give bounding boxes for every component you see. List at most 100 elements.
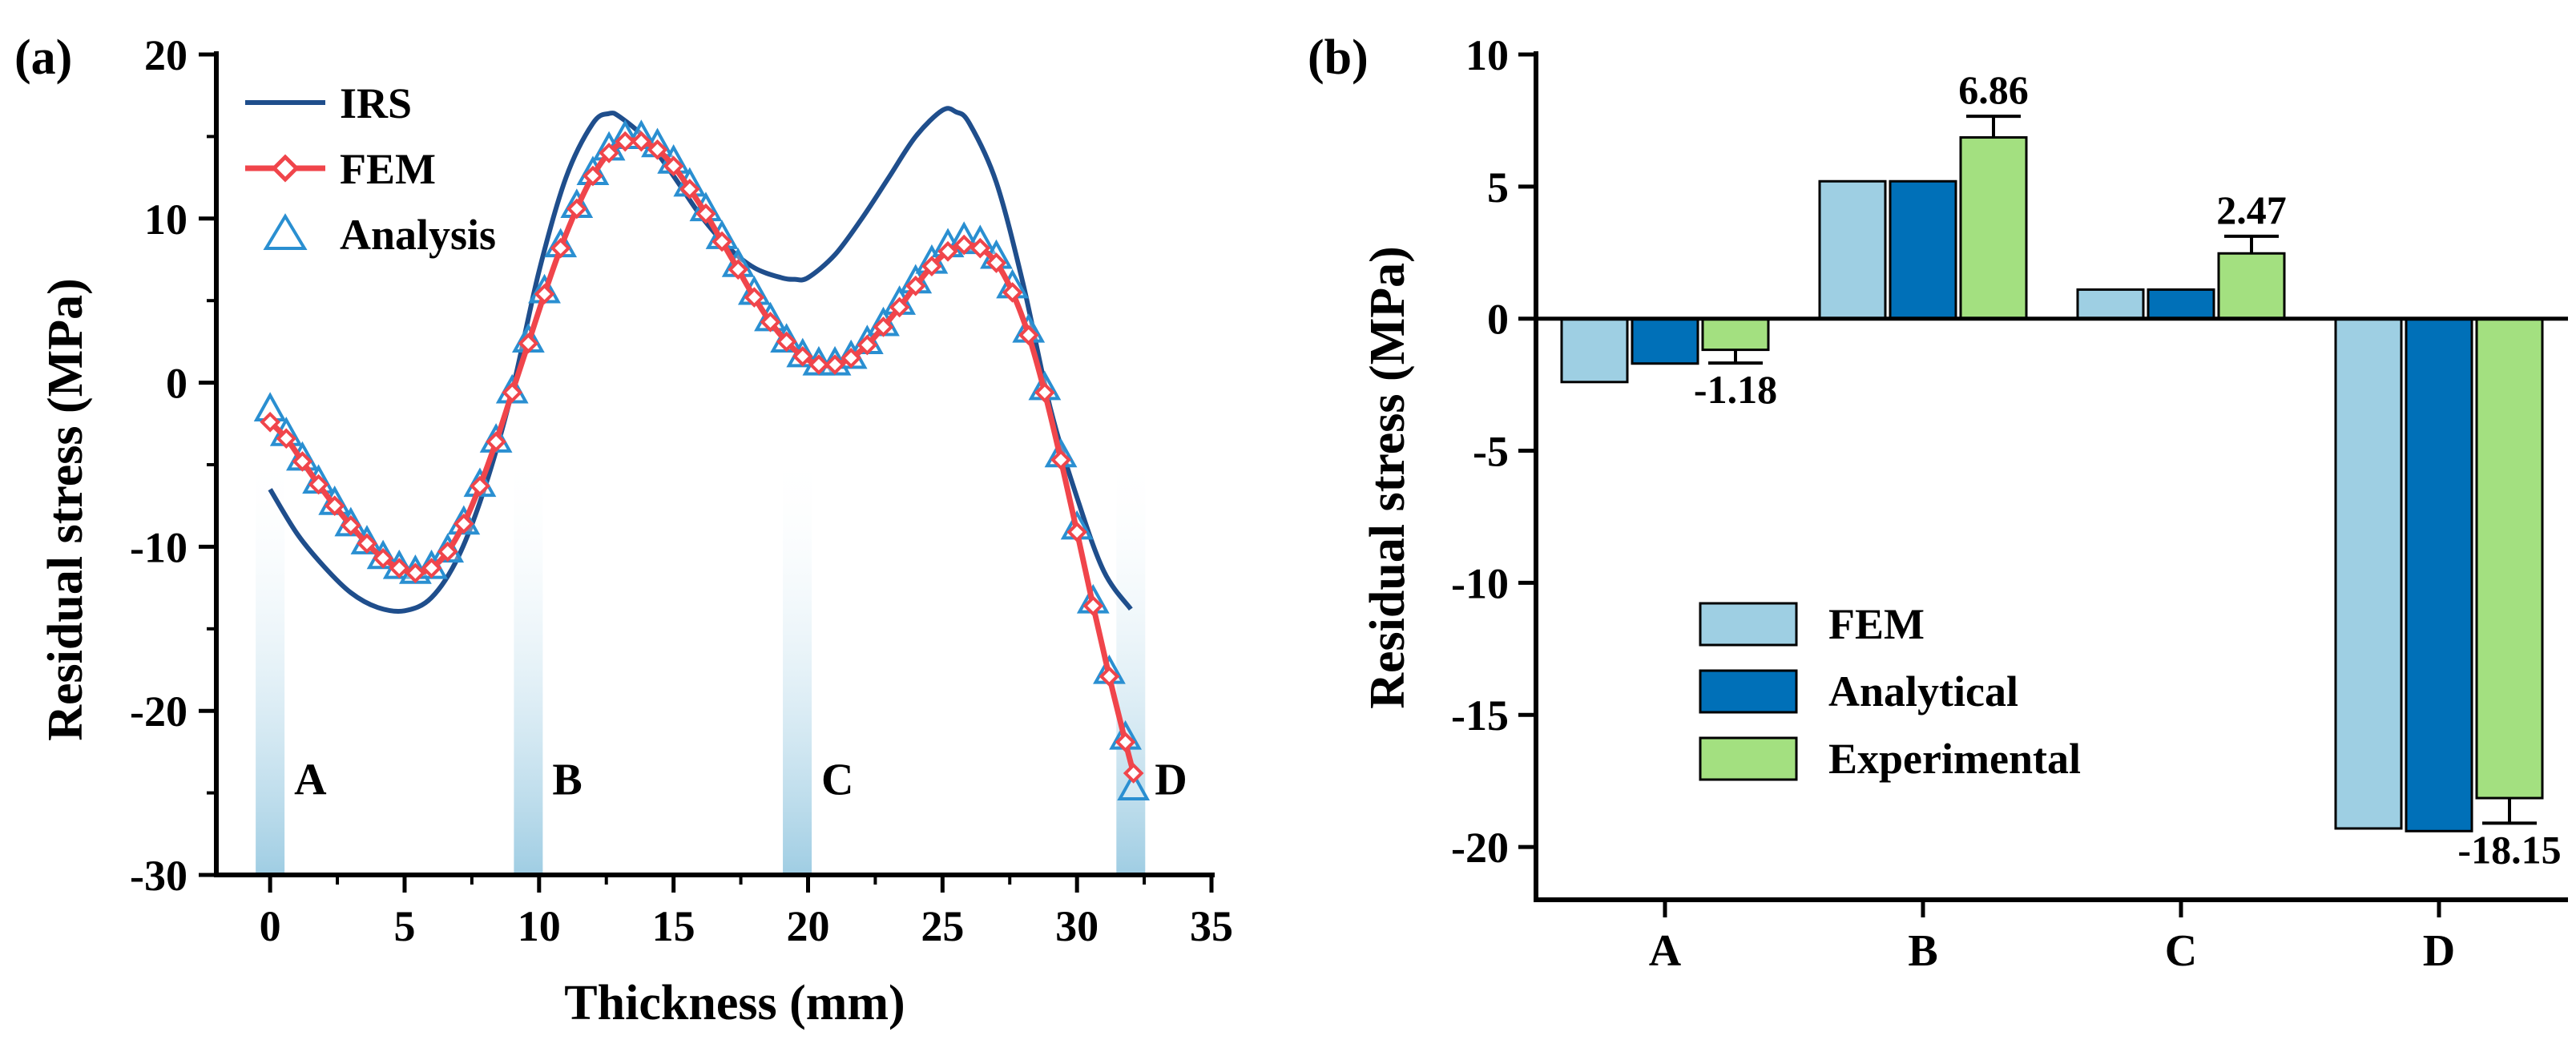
fem-point [470, 475, 490, 497]
fem-point [373, 547, 393, 569]
fem-point [1066, 522, 1087, 542]
region-band-B [514, 448, 543, 875]
bar-fem-C [2076, 288, 2145, 320]
region-band-A [256, 448, 285, 875]
legend-marker-analysis [263, 213, 308, 250]
fem-point [260, 411, 280, 433]
legend-swatch-fem [1699, 602, 1798, 647]
fem-point [647, 139, 668, 160]
fem-point [583, 165, 603, 187]
bar-analytical-C [2147, 288, 2215, 320]
analysis-point [1117, 771, 1151, 801]
x-tick-label-a: 0 [260, 902, 281, 950]
fem-point [486, 431, 506, 453]
fem-point [308, 474, 329, 495]
fem-point [921, 256, 942, 277]
y-axis-label-b: Residual stress (MPa) [1361, 246, 1415, 708]
bar-experimental-A [1701, 317, 1770, 352]
fem-point [679, 179, 700, 200]
fem-point [437, 541, 458, 562]
fem-point [873, 316, 894, 337]
category-label-C: C [2165, 926, 2197, 976]
category-label-B: B [1908, 926, 1937, 976]
fem-point [663, 155, 684, 177]
fem-point [631, 131, 652, 152]
bar-experimental-C [2217, 252, 2286, 320]
x-tick-label-a: 20 [786, 902, 829, 950]
tick-labels-a: -30 -20 -10 0 10 20 0 5 10 15 20 25 30 35 [130, 31, 1233, 950]
fem-point [453, 513, 474, 534]
fem-point [1018, 324, 1039, 346]
fem-point [776, 331, 797, 353]
y-axis-label-a: Residual stress (MPa) [38, 278, 93, 740]
chart-panel-a: (a) A B C D -30 -20 -10 0 10 20 0 5 10 15 20 25 30 35 Th… [14, 30, 1233, 1030]
y-tick-label-a: -30 [130, 852, 187, 900]
fem-point [841, 348, 862, 369]
y-tick-label-b: 10 [1465, 31, 1509, 79]
series-group [253, 106, 1151, 801]
fem-point [292, 451, 313, 472]
x-tick-label-a: 15 [652, 902, 695, 950]
legend-swatch-experimental [1699, 736, 1798, 781]
tick-labels-b: -20 -15 -10 -5 0 5 10 A B C D [1451, 31, 2455, 976]
series-fem-markers [260, 131, 1144, 784]
legend-label-b: Experimental [1828, 735, 2081, 783]
fem-point [970, 237, 991, 259]
x-tick-label-a: 25 [921, 902, 964, 950]
fem-point [760, 311, 781, 333]
fem-point [905, 275, 926, 296]
chart-panel-b: (b) -1.18 6.86 2.47 -18.15 -20 -15 -10 -5 0 5 10 A… [1308, 30, 2568, 976]
category-label-D: D [2423, 926, 2455, 976]
fem-point [341, 514, 361, 536]
y-tick-label-b: -10 [1451, 559, 1509, 607]
bar-experimental-B [1959, 136, 2028, 320]
y-tick-label-a: 10 [144, 195, 187, 244]
fem-point [712, 231, 732, 252]
region-bands: A B C D [256, 448, 1187, 875]
fem-point [824, 354, 845, 375]
legend-label-a: IRS [340, 79, 412, 127]
fem-point [550, 237, 571, 259]
fem-point [599, 143, 619, 163]
bar-experimental-D [2475, 317, 2544, 800]
y-tick-label-b: 5 [1487, 163, 1509, 212]
region-label-A: A [294, 756, 327, 805]
bar-analytical-A [1631, 317, 1699, 365]
y-tick-label-a: -10 [130, 523, 187, 571]
panel-label-b: (b) [1308, 30, 1369, 85]
bar-analytical-D [2405, 317, 2473, 832]
legend-marker-fem [271, 154, 300, 183]
fem-point [695, 203, 716, 224]
data-label-D: -18.15 [2457, 827, 2561, 872]
legend-label-a: Analysis [340, 211, 496, 259]
fem-point [937, 240, 958, 262]
legend-label-a: FEM [340, 145, 436, 193]
legend-swatch-analytical [1699, 669, 1798, 714]
fem-point [1082, 595, 1104, 616]
bar-fem-A [1560, 317, 1629, 384]
legend-label-b: FEM [1828, 600, 1925, 648]
fem-point [502, 382, 523, 403]
fem-point [1034, 382, 1055, 403]
data-label-A: -1.18 [1694, 367, 1777, 412]
y-tick-label-b: 0 [1487, 296, 1509, 344]
fem-point [1123, 763, 1144, 784]
fem-point [518, 333, 539, 354]
fem-point [389, 558, 410, 578]
y-tick-label-a: -20 [130, 687, 187, 736]
y-tick-label-a: 0 [166, 360, 187, 408]
fem-point [421, 558, 442, 578]
fem-point [1002, 282, 1023, 303]
x-tick-label-a: 10 [518, 902, 561, 950]
legend-label-b: Analytical [1828, 667, 2018, 715]
fem-point [857, 334, 878, 356]
y-tick-label-b: -15 [1451, 691, 1509, 740]
fem-point [615, 131, 636, 152]
fem-point [405, 562, 426, 583]
bar-fem-B [1818, 179, 1887, 320]
fem-point [357, 533, 377, 554]
fem-point [808, 354, 829, 375]
region-label-D: D [1155, 756, 1187, 805]
y-tick-label-a: 20 [144, 31, 187, 79]
